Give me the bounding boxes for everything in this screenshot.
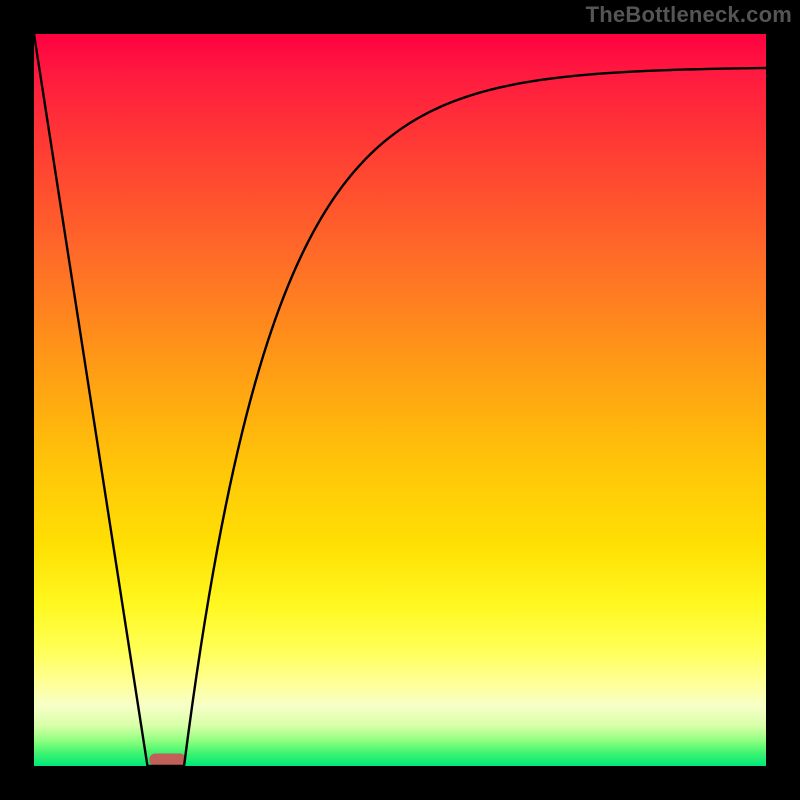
chart-stage: TheBottleneck.com (0, 0, 800, 800)
bottleneck-marker (149, 754, 186, 766)
bottleneck-chart-svg (0, 0, 800, 800)
plot-background (34, 34, 766, 766)
watermark-label: TheBottleneck.com (586, 2, 792, 28)
